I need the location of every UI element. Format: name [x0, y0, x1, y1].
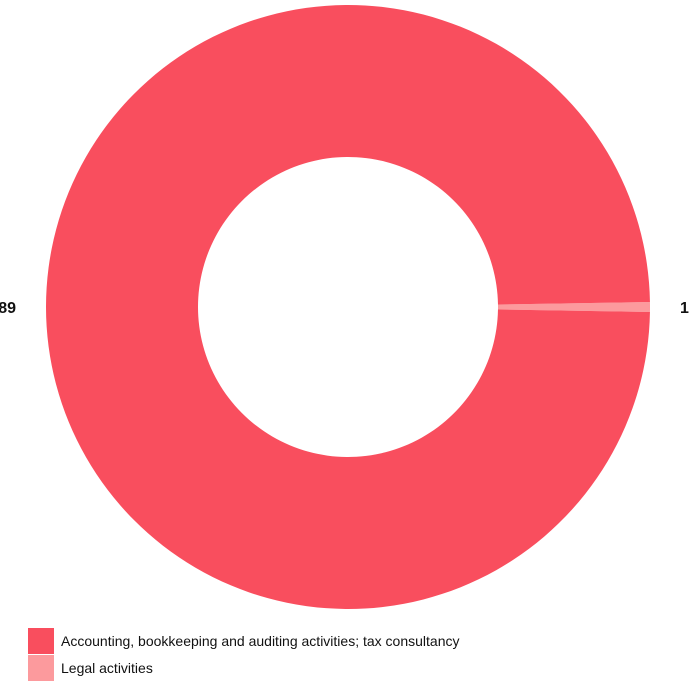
data-label-legal: 1	[680, 300, 689, 317]
legend-swatch-legal	[28, 655, 54, 681]
donut-chart: 1 189	[0, 4, 689, 609]
legend-item-accounting[interactable]: Accounting, bookkeeping and auditing act…	[28, 628, 460, 654]
legend: Accounting, bookkeeping and auditing act…	[28, 628, 460, 684]
legend-label-accounting: Accounting, bookkeeping and auditing act…	[61, 633, 460, 649]
slice-legal[interactable]	[497, 302, 650, 312]
data-label-accounting: 189	[0, 300, 16, 317]
slice-accounting[interactable]	[45, 4, 650, 609]
legend-label-legal: Legal activities	[61, 660, 153, 676]
legend-swatch-accounting	[28, 628, 54, 654]
legend-item-legal[interactable]: Legal activities	[28, 655, 459, 681]
